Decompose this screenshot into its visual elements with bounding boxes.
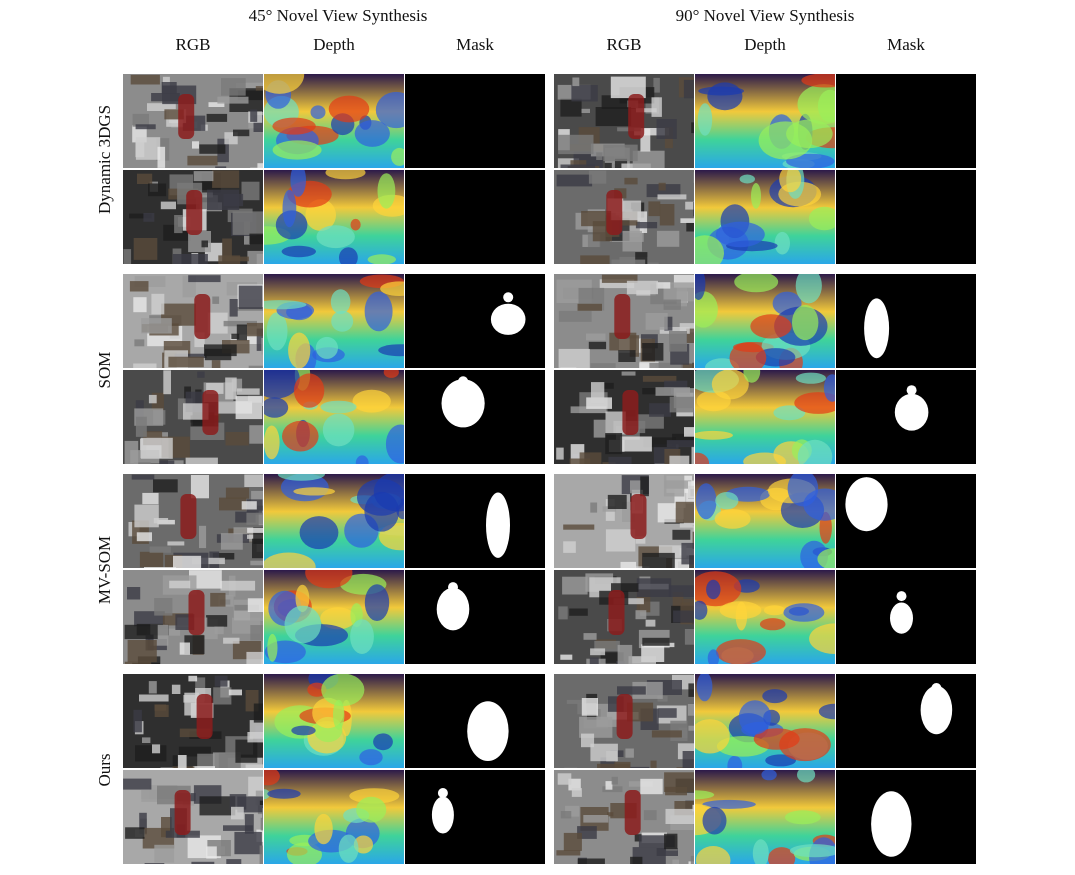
mv-som-45-rgb-image-1 <box>123 474 263 568</box>
dynamic-3dgs-90-mask-image-2 <box>836 170 976 264</box>
mv-som-90-depth-image-2 <box>695 570 835 664</box>
mv-som-90-rgb-image-2 <box>554 570 694 664</box>
dynamic-3dgs-45-depth-image-1 <box>264 74 404 168</box>
method-label-ours: Ours <box>95 753 114 787</box>
dynamic-3dgs-90-rgb-image-2 <box>554 170 694 264</box>
som-90-depth-image-2 <box>695 370 835 464</box>
method-label-dynamic-3dgs: Dynamic 3DGS <box>95 104 114 214</box>
som-90-mask-image-1 <box>836 274 976 368</box>
mv-som-90-rgb-image-1 <box>554 474 694 568</box>
ours-45-depth-image-2 <box>264 770 404 864</box>
dynamic-3dgs-90-depth-image-1 <box>695 74 835 168</box>
dynamic-3dgs-45-mask-image-2 <box>405 170 545 264</box>
mv-som-45-mask-image-2 <box>405 570 545 664</box>
ours-90-rgb-image-2 <box>554 770 694 864</box>
ours-90-rgb-image-1 <box>554 674 694 768</box>
dynamic-3dgs-45-rgb-image-2 <box>123 170 263 264</box>
col-label-45-depth: Depth <box>313 35 355 54</box>
som-45-depth-image-1 <box>264 274 404 368</box>
dynamic-3dgs-45-mask-image-1 <box>405 74 545 168</box>
col-label-45-rgb: RGB <box>175 35 211 54</box>
ours-45-mask-image-1 <box>405 674 545 768</box>
ours-90-depth-image-1 <box>695 674 835 768</box>
dynamic-3dgs-90-depth-image-2 <box>695 170 835 264</box>
som-90-depth-image-1 <box>695 274 835 368</box>
col-label-45-mask: Mask <box>456 35 494 54</box>
mv-som-90-depth-image-1 <box>695 474 835 568</box>
ours-90-mask-image-2 <box>836 770 976 864</box>
group-title-45: 45° Novel View Synthesis <box>248 6 428 25</box>
mv-som-45-mask-image-1 <box>405 474 545 568</box>
ours-45-rgb-image-2 <box>123 770 263 864</box>
ours-90-depth-image-2 <box>695 770 835 864</box>
ours-45-rgb-image-1 <box>123 674 263 768</box>
som-45-rgb-image-2 <box>123 370 263 464</box>
mv-som-45-rgb-image-2 <box>123 570 263 664</box>
col-label-90-depth: Depth <box>744 35 786 54</box>
ours-45-depth-image-1 <box>264 674 404 768</box>
col-label-90-mask: Mask <box>887 35 925 54</box>
ours-45-mask-image-2 <box>405 770 545 864</box>
som-90-rgb-image-1 <box>554 274 694 368</box>
group-title-90: 90° Novel View Synthesis <box>675 6 855 25</box>
method-label-mv-som: MV-SOM <box>95 535 114 605</box>
dynamic-3dgs-45-depth-image-2 <box>264 170 404 264</box>
mv-som-45-depth-image-1 <box>264 474 404 568</box>
method-label-som: SOM <box>95 351 114 389</box>
mv-som-45-depth-image-2 <box>264 570 404 664</box>
som-90-mask-image-2 <box>836 370 976 464</box>
dynamic-3dgs-90-mask-image-1 <box>836 74 976 168</box>
som-45-depth-image-2 <box>264 370 404 464</box>
col-label-90-rgb: RGB <box>606 35 642 54</box>
ours-90-mask-image-1 <box>836 674 976 768</box>
som-45-mask-image-1 <box>405 274 545 368</box>
som-90-rgb-image-2 <box>554 370 694 464</box>
som-45-mask-image-2 <box>405 370 545 464</box>
dynamic-3dgs-90-rgb-image-1 <box>554 74 694 168</box>
mv-som-90-mask-image-2 <box>836 570 976 664</box>
dynamic-3dgs-45-rgb-image-1 <box>123 74 263 168</box>
som-45-rgb-image-1 <box>123 274 263 368</box>
mv-som-90-mask-image-1 <box>836 474 976 568</box>
